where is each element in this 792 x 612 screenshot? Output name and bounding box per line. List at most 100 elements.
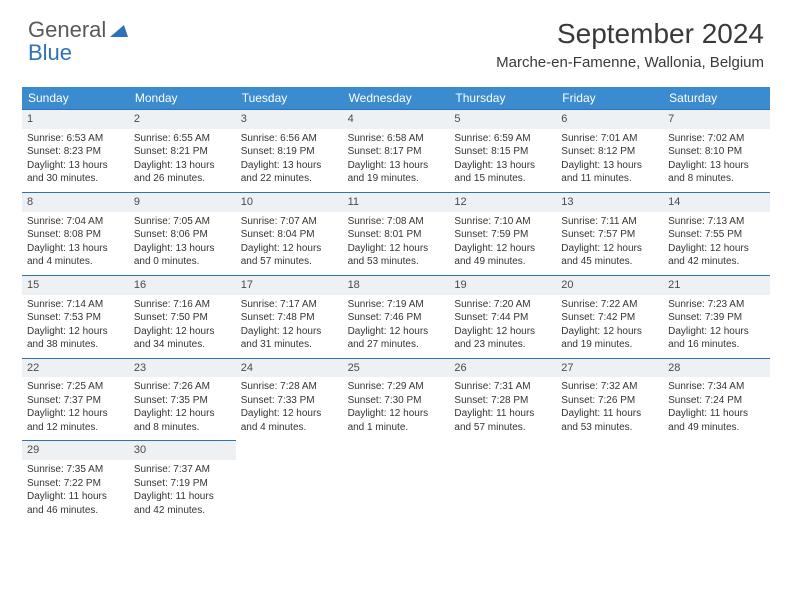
daylight-line: Daylight: 13 hours and 19 minutes.: [348, 159, 445, 186]
day-number: 30: [129, 440, 236, 460]
sunset-line: Sunset: 8:10 PM: [668, 145, 765, 159]
daylight-line: Daylight: 11 hours and 46 minutes.: [27, 490, 124, 517]
day-number: 16: [129, 275, 236, 295]
day-cell: 5Sunrise: 6:59 AMSunset: 8:15 PMDaylight…: [449, 109, 556, 192]
sunset-line: Sunset: 7:42 PM: [561, 311, 658, 325]
daylight-line: Daylight: 12 hours and 27 minutes.: [348, 325, 445, 352]
sunrise-line: Sunrise: 7:13 AM: [668, 215, 765, 229]
day-cell: 22Sunrise: 7:25 AMSunset: 7:37 PMDayligh…: [22, 358, 129, 441]
week-row: 22Sunrise: 7:25 AMSunset: 7:37 PMDayligh…: [22, 358, 770, 441]
sunset-line: Sunset: 8:04 PM: [241, 228, 338, 242]
sunrise-line: Sunrise: 7:25 AM: [27, 380, 124, 394]
day-cell: 30Sunrise: 7:37 AMSunset: 7:19 PMDayligh…: [129, 440, 236, 523]
day-cell: 18Sunrise: 7:19 AMSunset: 7:46 PMDayligh…: [343, 275, 450, 358]
sunrise-line: Sunrise: 7:08 AM: [348, 215, 445, 229]
day-cell: 24Sunrise: 7:28 AMSunset: 7:33 PMDayligh…: [236, 358, 343, 441]
sunrise-line: Sunrise: 7:37 AM: [134, 463, 231, 477]
daylight-line: Daylight: 12 hours and 38 minutes.: [27, 325, 124, 352]
daylight-line: Daylight: 13 hours and 22 minutes.: [241, 159, 338, 186]
day-number: 6: [556, 109, 663, 129]
sunset-line: Sunset: 7:39 PM: [668, 311, 765, 325]
day-cell: 29Sunrise: 7:35 AMSunset: 7:22 PMDayligh…: [22, 440, 129, 523]
day-number: 15: [22, 275, 129, 295]
daylight-line: Daylight: 12 hours and 53 minutes.: [348, 242, 445, 269]
sunrise-line: Sunrise: 6:56 AM: [241, 132, 338, 146]
day-cell: 10Sunrise: 7:07 AMSunset: 8:04 PMDayligh…: [236, 192, 343, 275]
daylight-line: Daylight: 12 hours and 8 minutes.: [134, 407, 231, 434]
sunrise-line: Sunrise: 7:10 AM: [454, 215, 551, 229]
sunrise-line: Sunrise: 7:17 AM: [241, 298, 338, 312]
sunset-line: Sunset: 8:21 PM: [134, 145, 231, 159]
day-cell: 3Sunrise: 6:56 AMSunset: 8:19 PMDaylight…: [236, 109, 343, 192]
day-number: 23: [129, 358, 236, 378]
sunset-line: Sunset: 7:48 PM: [241, 311, 338, 325]
day-number: 21: [663, 275, 770, 295]
location: Marche-en-Famenne, Wallonia, Belgium: [496, 54, 764, 71]
weekday-header: Friday: [556, 87, 663, 109]
daylight-line: Daylight: 13 hours and 30 minutes.: [27, 159, 124, 186]
day-cell: 2Sunrise: 6:55 AMSunset: 8:21 PMDaylight…: [129, 109, 236, 192]
logo-line2: Blue: [28, 40, 72, 65]
daylight-line: Daylight: 12 hours and 57 minutes.: [241, 242, 338, 269]
daylight-line: Daylight: 13 hours and 0 minutes.: [134, 242, 231, 269]
day-cell: 8Sunrise: 7:04 AMSunset: 8:08 PMDaylight…: [22, 192, 129, 275]
weekday-header: Wednesday: [343, 87, 450, 109]
sunset-line: Sunset: 7:44 PM: [454, 311, 551, 325]
week-row: 1Sunrise: 6:53 AMSunset: 8:23 PMDaylight…: [22, 109, 770, 192]
daylight-line: Daylight: 13 hours and 4 minutes.: [27, 242, 124, 269]
day-cell: 28Sunrise: 7:34 AMSunset: 7:24 PMDayligh…: [663, 358, 770, 441]
day-number: 9: [129, 192, 236, 212]
weekday-header: Tuesday: [236, 87, 343, 109]
sunset-line: Sunset: 7:57 PM: [561, 228, 658, 242]
sunrise-line: Sunrise: 7:32 AM: [561, 380, 658, 394]
sunrise-line: Sunrise: 6:55 AM: [134, 132, 231, 146]
day-cell: 6Sunrise: 7:01 AMSunset: 8:12 PMDaylight…: [556, 109, 663, 192]
week-row: 29Sunrise: 7:35 AMSunset: 7:22 PMDayligh…: [22, 440, 770, 523]
day-cell: 14Sunrise: 7:13 AMSunset: 7:55 PMDayligh…: [663, 192, 770, 275]
sunrise-line: Sunrise: 7:05 AM: [134, 215, 231, 229]
logo-triangle-icon: [110, 18, 128, 41]
day-number: 29: [22, 440, 129, 460]
sunset-line: Sunset: 8:17 PM: [348, 145, 445, 159]
daylight-line: Daylight: 11 hours and 53 minutes.: [561, 407, 658, 434]
day-number: 22: [22, 358, 129, 378]
sunrise-line: Sunrise: 6:53 AM: [27, 132, 124, 146]
daylight-line: Daylight: 13 hours and 15 minutes.: [454, 159, 551, 186]
sunrise-line: Sunrise: 7:29 AM: [348, 380, 445, 394]
logo: General Blue: [28, 18, 128, 64]
sunset-line: Sunset: 8:01 PM: [348, 228, 445, 242]
sunrise-line: Sunrise: 7:22 AM: [561, 298, 658, 312]
day-number: 2: [129, 109, 236, 129]
week-row: 8Sunrise: 7:04 AMSunset: 8:08 PMDaylight…: [22, 192, 770, 275]
sunrise-line: Sunrise: 7:28 AM: [241, 380, 338, 394]
sunrise-line: Sunrise: 7:20 AM: [454, 298, 551, 312]
sunset-line: Sunset: 7:46 PM: [348, 311, 445, 325]
day-number: 24: [236, 358, 343, 378]
sunset-line: Sunset: 7:50 PM: [134, 311, 231, 325]
weekday-header: Monday: [129, 87, 236, 109]
sunset-line: Sunset: 8:06 PM: [134, 228, 231, 242]
sunset-line: Sunset: 8:08 PM: [27, 228, 124, 242]
daylight-line: Daylight: 13 hours and 8 minutes.: [668, 159, 765, 186]
day-number: 10: [236, 192, 343, 212]
sunset-line: Sunset: 7:24 PM: [668, 394, 765, 408]
daylight-line: Daylight: 12 hours and 45 minutes.: [561, 242, 658, 269]
daylight-line: Daylight: 12 hours and 1 minute.: [348, 407, 445, 434]
month-title: September 2024: [496, 18, 764, 50]
logo-text: General Blue: [28, 18, 128, 64]
sunset-line: Sunset: 7:33 PM: [241, 394, 338, 408]
sunset-line: Sunset: 8:15 PM: [454, 145, 551, 159]
day-number: 26: [449, 358, 556, 378]
sunset-line: Sunset: 8:23 PM: [27, 145, 124, 159]
sunrise-line: Sunrise: 7:01 AM: [561, 132, 658, 146]
day-number: 8: [22, 192, 129, 212]
sunset-line: Sunset: 7:55 PM: [668, 228, 765, 242]
sunrise-line: Sunrise: 7:35 AM: [27, 463, 124, 477]
daylight-line: Daylight: 12 hours and 31 minutes.: [241, 325, 338, 352]
sunrise-line: Sunrise: 7:11 AM: [561, 215, 658, 229]
daylight-line: Daylight: 11 hours and 42 minutes.: [134, 490, 231, 517]
weekday-header: Sunday: [22, 87, 129, 109]
day-number: 4: [343, 109, 450, 129]
sunset-line: Sunset: 8:12 PM: [561, 145, 658, 159]
day-number: 13: [556, 192, 663, 212]
